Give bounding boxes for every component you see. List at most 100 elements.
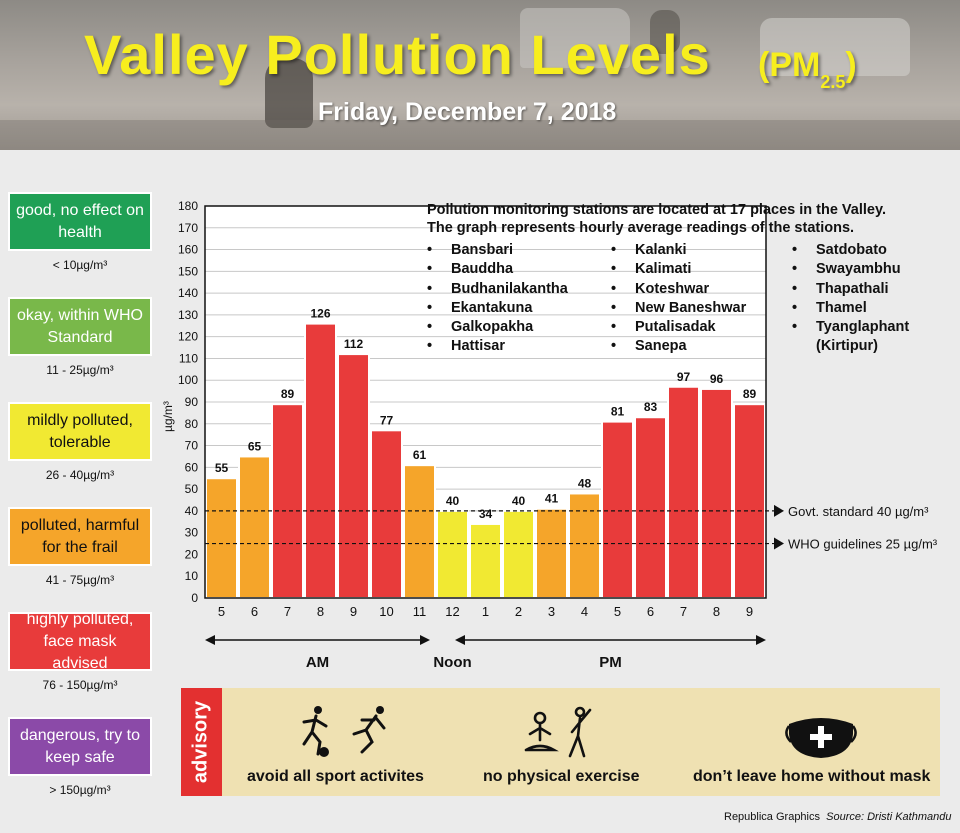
mask-icon xyxy=(785,718,857,758)
background-road xyxy=(0,120,960,150)
legend-category-polluted: polluted, harmful for the frail xyxy=(8,507,152,566)
y-axis-label: µg/m³ xyxy=(161,401,175,432)
x-tick-label: 9 xyxy=(746,604,753,619)
station-item: (Kirtipur) xyxy=(816,338,879,355)
pm-arrow-head xyxy=(756,635,766,645)
x-tick-label: 12 xyxy=(445,604,459,619)
page-title: Valley Pollution Levels xyxy=(84,23,711,86)
x-tick-label: 7 xyxy=(284,604,291,619)
credit-line: Republica Graphics Source: Dristi Kathma… xyxy=(724,811,951,823)
bar xyxy=(667,385,700,599)
bar xyxy=(205,477,238,600)
y-tick-label: 50 xyxy=(185,482,199,496)
data-label: 65 xyxy=(248,439,262,453)
data-label: 34 xyxy=(479,507,493,521)
y-tick-label: 60 xyxy=(185,460,199,474)
station-item: Thamel xyxy=(792,299,909,318)
legend-category-mild: mildly polluted, tolerable xyxy=(8,402,152,461)
advisory-item-mask: don’t leave home without mask xyxy=(693,768,931,785)
bar xyxy=(700,387,733,599)
x-tick-label: 1 xyxy=(482,604,489,619)
station-item: Galkopakha xyxy=(427,318,568,337)
bar xyxy=(238,455,271,600)
data-label: 97 xyxy=(677,370,691,384)
y-tick-label: 130 xyxy=(178,308,198,322)
data-label: 77 xyxy=(380,413,394,427)
x-tick-label: 9 xyxy=(350,604,357,619)
stations-intro: Pollution monitoring stations are locate… xyxy=(427,201,886,237)
x-tick-label: 5 xyxy=(218,604,225,619)
station-item: Kalanki xyxy=(611,241,746,260)
x-tick-label: 8 xyxy=(713,604,720,619)
legend-category-okay: okay, within WHO Standard xyxy=(8,297,152,356)
data-label: 61 xyxy=(413,448,427,462)
bar xyxy=(733,403,766,599)
bar xyxy=(502,509,535,599)
stations-intro-line: The graph represents hourly average read… xyxy=(427,220,855,236)
bar xyxy=(436,509,469,599)
background-car xyxy=(520,8,630,68)
pm-arrow-head xyxy=(455,635,465,645)
plot-border xyxy=(204,205,767,599)
y-tick-label: 40 xyxy=(185,504,199,518)
am-arrow-head xyxy=(420,635,430,645)
x-tick-label: 7 xyxy=(680,604,687,619)
advisory-item-exercise: no physical exercise xyxy=(483,768,640,785)
station-item: Satdobato xyxy=(792,241,909,260)
station-item: Hattisar xyxy=(427,337,568,356)
station-item: Ekantakuna xyxy=(427,299,568,318)
station-item: Kalimati xyxy=(611,260,746,279)
x-tick-label: 5 xyxy=(614,604,621,619)
y-tick-label: 10 xyxy=(185,569,199,583)
y-tick-label: 0 xyxy=(191,591,198,605)
x-tick-label: 8 xyxy=(317,604,324,619)
station-list-column-1: Bansbari Bauddha Budhanilakantha Ekantak… xyxy=(427,241,568,357)
data-label: 40 xyxy=(446,494,460,508)
legend-range-polluted: 41 - 75µg/m³ xyxy=(45,573,115,587)
station-item: Bansbari xyxy=(427,241,568,260)
credit-source: Source: Dristi Kathmandu xyxy=(826,811,952,823)
data-label: 41 xyxy=(545,492,559,506)
stations-intro-line: Pollution monitoring stations are locate… xyxy=(427,202,887,218)
y-tick-label: 170 xyxy=(178,221,198,235)
data-label: 81 xyxy=(611,405,625,419)
legend-range-highly-polluted: 76 - 150µg/m³ xyxy=(42,678,118,692)
period-label-am: AM xyxy=(306,654,329,671)
advisory-tab: advisory xyxy=(181,688,222,796)
x-tick-label: 6 xyxy=(251,604,258,619)
x-tick-label: 2 xyxy=(515,604,522,619)
x-tick-label: 6 xyxy=(647,604,654,619)
y-tick-label: 30 xyxy=(185,526,199,540)
credit-org: Republica Graphics xyxy=(724,811,820,823)
station-list-column-2: Kalanki Kalimati Koteshwar New Baneshwar… xyxy=(611,241,746,357)
legend-range-mild: 26 - 40µg/m³ xyxy=(45,468,115,482)
y-tick-label: 80 xyxy=(185,417,199,431)
reference-label: Govt. standard 40 µg/m³ xyxy=(788,504,929,519)
bar xyxy=(403,464,436,599)
legend-category-good: good, no effect on health xyxy=(8,192,152,251)
data-label: 40 xyxy=(512,494,526,508)
station-list-column-3: Satdobato Swayambhu Thapathali Thamel Ty… xyxy=(792,241,909,357)
advisory-panel: advisory avoid all sport activites no ph… xyxy=(181,688,940,796)
station-item: Tyanglaphant xyxy=(792,318,909,337)
background-car xyxy=(760,18,910,76)
period-label-noon: Noon xyxy=(433,654,471,671)
y-tick-label: 100 xyxy=(178,373,198,387)
header-banner: Valley Pollution Levels (PM2.5) Friday, … xyxy=(0,0,960,150)
sports-icon xyxy=(302,706,386,757)
y-tick-label: 110 xyxy=(179,351,198,365)
data-label: 89 xyxy=(743,387,757,401)
y-tick-label: 140 xyxy=(178,286,198,300)
legend-range-good: < 10µg/m³ xyxy=(52,258,108,272)
bar xyxy=(634,416,667,599)
background-pedestrian xyxy=(650,10,680,54)
station-item: New Baneshwar xyxy=(611,299,746,318)
data-label: 126 xyxy=(310,307,330,321)
station-item: Thapathali xyxy=(792,280,909,299)
data-label: 112 xyxy=(344,337,364,351)
data-label: 83 xyxy=(644,400,658,414)
y-tick-label: 70 xyxy=(185,439,199,453)
bar xyxy=(535,507,568,600)
background-motorbike xyxy=(265,58,313,128)
period-label-pm: PM xyxy=(599,654,622,671)
